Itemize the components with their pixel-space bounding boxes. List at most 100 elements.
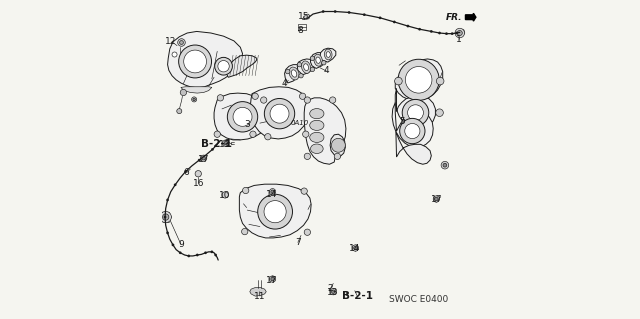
Circle shape: [180, 89, 186, 96]
Circle shape: [177, 108, 182, 114]
Circle shape: [172, 244, 174, 246]
Circle shape: [322, 10, 324, 13]
Circle shape: [214, 254, 217, 256]
Circle shape: [304, 153, 310, 160]
Text: B-2-1: B-2-1: [342, 291, 373, 301]
Circle shape: [227, 102, 258, 132]
Polygon shape: [304, 98, 346, 164]
Circle shape: [243, 187, 249, 194]
Polygon shape: [396, 88, 435, 129]
Circle shape: [180, 41, 184, 44]
Circle shape: [218, 61, 229, 72]
Text: 14: 14: [266, 190, 277, 199]
Polygon shape: [285, 65, 303, 83]
Circle shape: [455, 28, 465, 38]
Circle shape: [265, 134, 271, 140]
Circle shape: [217, 95, 223, 101]
Circle shape: [400, 118, 425, 144]
Circle shape: [436, 109, 444, 116]
Circle shape: [398, 59, 439, 100]
Circle shape: [321, 61, 326, 65]
Circle shape: [204, 251, 207, 254]
Circle shape: [332, 138, 346, 152]
Circle shape: [443, 163, 447, 167]
Ellipse shape: [310, 120, 324, 130]
Circle shape: [179, 45, 212, 78]
Text: FR.: FR.: [446, 13, 462, 22]
Text: 2: 2: [328, 284, 333, 293]
Text: 5: 5: [399, 117, 405, 126]
Ellipse shape: [310, 132, 324, 142]
Polygon shape: [181, 87, 212, 93]
Circle shape: [363, 13, 365, 16]
Circle shape: [211, 148, 214, 151]
Circle shape: [193, 98, 195, 101]
Polygon shape: [297, 59, 314, 75]
Circle shape: [184, 50, 207, 73]
Circle shape: [300, 93, 306, 100]
Ellipse shape: [289, 67, 299, 80]
Circle shape: [405, 67, 432, 93]
Text: 0A10: 0A10: [291, 120, 309, 126]
Circle shape: [310, 56, 315, 61]
Circle shape: [404, 123, 420, 139]
Circle shape: [445, 33, 448, 35]
Text: 13: 13: [327, 288, 339, 297]
Circle shape: [379, 17, 381, 19]
Circle shape: [166, 199, 169, 201]
Text: 4: 4: [323, 66, 329, 76]
Circle shape: [222, 192, 228, 198]
Circle shape: [451, 33, 454, 35]
Circle shape: [408, 105, 424, 121]
Circle shape: [395, 77, 402, 85]
Text: 1: 1: [456, 35, 462, 44]
Text: 13: 13: [219, 140, 230, 149]
Ellipse shape: [310, 144, 323, 153]
Text: 4: 4: [282, 79, 287, 88]
Circle shape: [393, 21, 396, 23]
Circle shape: [402, 100, 429, 126]
Circle shape: [354, 246, 357, 250]
Polygon shape: [168, 32, 243, 87]
Ellipse shape: [326, 52, 330, 57]
Text: 11: 11: [254, 292, 266, 300]
Polygon shape: [320, 48, 336, 62]
Polygon shape: [392, 103, 433, 147]
Text: 12: 12: [165, 37, 177, 46]
Circle shape: [191, 97, 196, 102]
Circle shape: [172, 52, 177, 57]
Circle shape: [438, 32, 441, 34]
Circle shape: [303, 131, 309, 137]
Circle shape: [436, 77, 444, 85]
Circle shape: [260, 97, 267, 103]
Polygon shape: [396, 132, 431, 164]
Circle shape: [433, 196, 440, 202]
Circle shape: [269, 276, 276, 282]
Circle shape: [250, 131, 256, 137]
Text: 8: 8: [298, 26, 303, 35]
Circle shape: [301, 188, 307, 194]
FancyArrow shape: [465, 13, 476, 21]
Polygon shape: [330, 134, 346, 157]
Circle shape: [435, 197, 438, 201]
Text: 17: 17: [431, 196, 443, 204]
Circle shape: [406, 25, 409, 27]
Circle shape: [196, 254, 198, 256]
Circle shape: [184, 170, 187, 173]
Circle shape: [214, 57, 232, 75]
Ellipse shape: [303, 64, 308, 70]
Text: 17: 17: [198, 155, 209, 164]
Polygon shape: [239, 184, 311, 238]
Circle shape: [224, 141, 227, 145]
Circle shape: [310, 67, 315, 71]
Circle shape: [211, 250, 213, 253]
Circle shape: [457, 31, 462, 35]
Ellipse shape: [324, 49, 332, 60]
Polygon shape: [458, 29, 465, 37]
Circle shape: [441, 161, 449, 169]
Circle shape: [264, 201, 286, 223]
Circle shape: [166, 232, 169, 234]
Circle shape: [304, 229, 310, 235]
Circle shape: [241, 228, 248, 235]
Circle shape: [299, 73, 303, 78]
